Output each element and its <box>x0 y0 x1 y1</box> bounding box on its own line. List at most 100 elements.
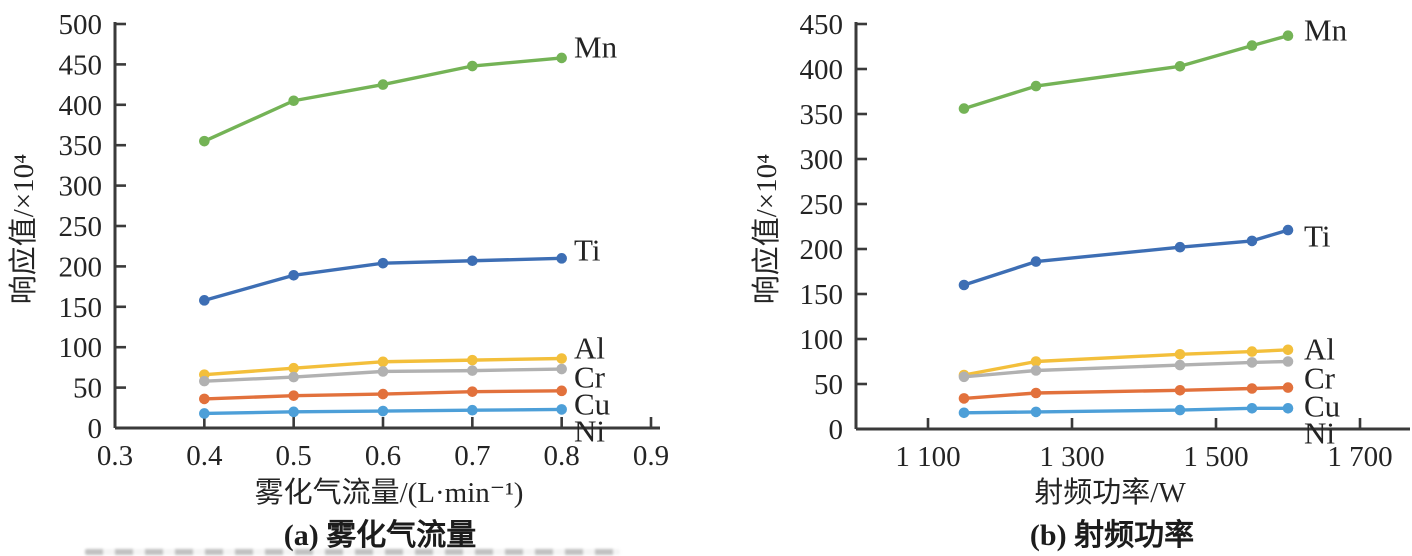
x-tick-label: 0.4 <box>186 440 223 472</box>
x-tick-label: 0.6 <box>365 440 401 472</box>
x-tick-label: 0.5 <box>276 440 312 472</box>
data-point-Ti <box>377 257 389 269</box>
data-point-Al <box>288 362 299 374</box>
series-label-Cu: Cu <box>574 387 610 422</box>
data-point-Al <box>1282 344 1294 356</box>
data-point-Cr <box>1174 359 1186 371</box>
x-tick-label: 1 100 <box>895 441 960 473</box>
y-tick-label: 50 <box>73 373 102 405</box>
series-label-Cu: Cu <box>1304 389 1340 424</box>
series-label-Mn: Mn <box>574 30 618 65</box>
series-line-Cr <box>962 359 1290 379</box>
data-point-Ni <box>1282 403 1294 414</box>
data-point-Mn <box>1282 30 1294 41</box>
data-point-Al <box>1030 356 1042 367</box>
data-point-Cr <box>1030 365 1042 376</box>
y-tick-label: 400 <box>800 54 844 86</box>
series-line-Ti <box>962 228 1290 287</box>
series-label-Al: Al <box>574 331 605 366</box>
data-point-Mn <box>199 135 210 147</box>
data-point-Ni <box>377 405 389 417</box>
data-point-Ni <box>1030 406 1042 418</box>
chart-a-caption: (a) 雾化气流量 <box>284 519 476 552</box>
data-point-Cu <box>1030 387 1042 399</box>
y-tick-label: 200 <box>800 234 844 266</box>
data-point-Al <box>1246 346 1258 357</box>
data-point-Mn <box>288 95 299 107</box>
series-label-Ti: Ti <box>574 233 601 268</box>
y-tick-label: 150 <box>800 279 844 311</box>
data-point-Cr <box>556 363 567 375</box>
data-point-Al <box>377 356 389 368</box>
y-tick-label: 350 <box>800 99 844 131</box>
x-tick-label: 1 700 <box>1327 441 1392 473</box>
data-point-Ni <box>467 404 478 416</box>
data-point-Mn <box>467 60 478 72</box>
data-point-Al <box>556 353 567 364</box>
data-point-Cu <box>377 388 389 400</box>
data-point-Mn <box>556 52 567 64</box>
y-tick-label: 0 <box>88 413 103 445</box>
data-point-Cr <box>1246 357 1258 368</box>
data-point-Mn <box>377 79 389 90</box>
x-tick-label: 0.8 <box>544 440 580 472</box>
y-tick-label: 300 <box>59 171 103 203</box>
data-point-Cr <box>958 371 970 383</box>
data-point-Cr <box>467 365 478 376</box>
x-tick-label: 0.7 <box>454 440 490 472</box>
y-tick-label: 250 <box>800 189 844 221</box>
data-point-Al <box>1174 349 1186 360</box>
data-point-Ni <box>556 404 567 415</box>
x-tick-label: 0.9 <box>633 440 669 472</box>
data-point-Ti <box>1246 235 1258 247</box>
series-label-Al: Al <box>1304 332 1335 367</box>
data-point-Ni <box>199 408 210 419</box>
y-tick-label: 100 <box>59 332 103 364</box>
data-point-Ni <box>1174 404 1186 416</box>
y-tick-label: 50 <box>814 369 843 401</box>
y-tick-label: 0 <box>829 414 844 446</box>
chart-b-rf-power: 1 100 1 300 1 500 1 700 0 50 100 150 200 250 300 35… <box>800 9 1410 473</box>
series-label-Ni: Ni <box>1304 416 1335 451</box>
data-point-Ti <box>288 269 299 281</box>
chart-b-yaxis-title: 响应值/×10⁴ <box>750 154 783 305</box>
data-point-Ni <box>288 406 299 418</box>
data-point-Cu <box>467 386 478 397</box>
x-tick-label: 0.3 <box>97 440 133 472</box>
data-point-Ni <box>1246 403 1258 414</box>
data-point-Cu <box>199 393 210 405</box>
data-point-Al <box>467 354 478 366</box>
y-tick-label: 450 <box>59 49 103 81</box>
y-tick-label: 400 <box>59 90 103 122</box>
series-line-Mn <box>962 34 1290 111</box>
data-point-Mn <box>1030 80 1042 92</box>
series-line-Mn <box>202 56 564 143</box>
chart-a-xaxis-title: 雾化气流量/(L·min⁻¹) <box>255 476 524 509</box>
data-point-Ti <box>1282 224 1294 236</box>
series-label-Mn: Mn <box>1304 13 1348 48</box>
series-line-Cu <box>962 385 1290 401</box>
series-label-Ti: Ti <box>1304 219 1331 254</box>
chart-b-xaxis-title: 射频功率/W <box>1034 476 1186 509</box>
series-label-Cr: Cr <box>574 360 606 395</box>
y-tick-label: 350 <box>59 130 103 162</box>
data-point-Mn <box>1246 40 1258 51</box>
data-point-Cr <box>377 366 389 377</box>
x-tick-label: 1 300 <box>1039 441 1104 473</box>
y-tick-label: 100 <box>800 324 844 356</box>
data-point-Ti <box>467 255 478 267</box>
data-point-Cr <box>199 375 210 387</box>
data-point-Cu <box>1246 383 1258 394</box>
cropped-caption-artifact <box>85 549 620 555</box>
data-point-Ti <box>556 253 567 264</box>
y-tick-label: 250 <box>59 211 103 243</box>
data-point-Cr <box>1282 356 1294 367</box>
data-point-Ti <box>1030 256 1042 267</box>
data-point-Cu <box>1282 382 1294 393</box>
data-point-Cu <box>556 385 567 397</box>
chart-a-nebulizer-gas-flow: 0.3 0.4 0.5 0.6 0.7 0.8 0.9 0 50 100 150 200 250 300 3… <box>59 9 670 472</box>
y-tick-label: 500 <box>59 9 103 41</box>
x-tick-label: 1 500 <box>1183 441 1248 473</box>
